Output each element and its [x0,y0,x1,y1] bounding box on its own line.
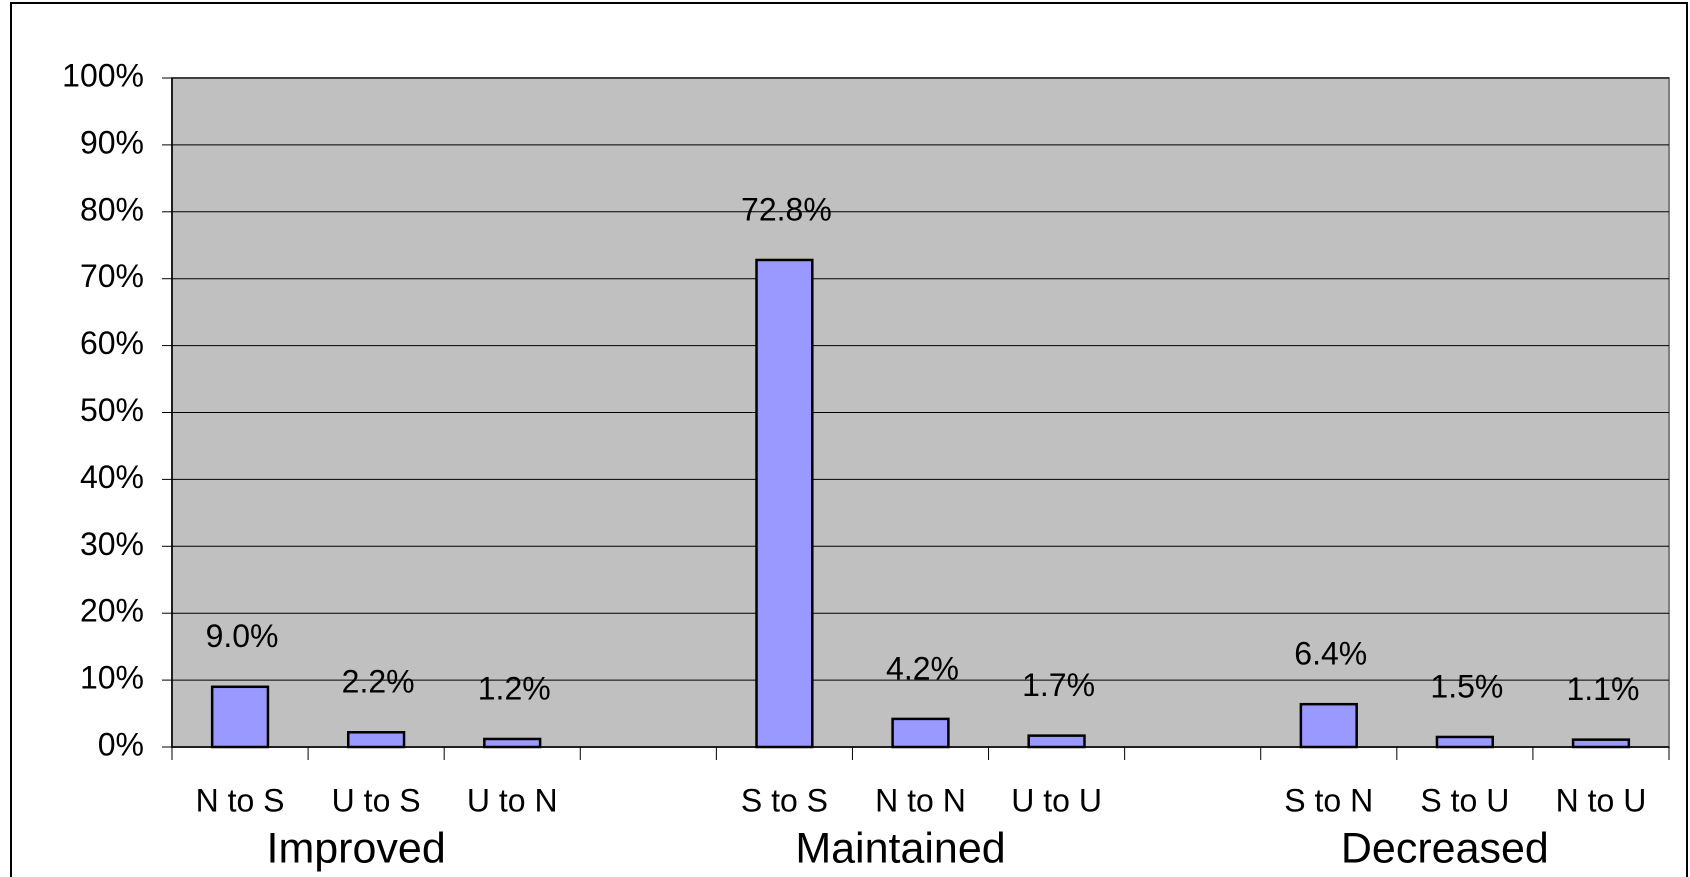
bar [891,717,950,749]
x-tick-label: S to S [741,782,828,818]
bar [210,685,270,749]
y-tick-label: 0% [98,726,144,762]
value-label: 1.1% [1566,671,1639,707]
y-tick-label: 70% [80,258,144,294]
x-tick-label: N to N [875,782,966,818]
value-label: 6.4% [1294,636,1367,672]
value-label: 72.8% [741,191,832,227]
value-label: 4.2% [886,650,959,686]
group-label: Decreased [1341,824,1549,872]
bar [755,258,814,749]
y-tick-label: 50% [80,392,144,428]
bar [1435,735,1495,749]
y-tick-label: 20% [80,593,144,629]
bar [1027,734,1086,749]
value-label: 2.2% [342,664,415,700]
value-label: 1.2% [478,670,551,706]
x-tick-label: U to S [332,782,421,818]
bar [1299,702,1358,749]
y-tick-label: 100% [62,57,144,93]
x-tick-label: S to U [1420,782,1509,818]
y-tick-label: 10% [80,660,144,696]
group-label: Improved [267,824,446,872]
bar [483,737,542,749]
x-tick-label: S to N [1284,782,1373,818]
y-tick-label: 60% [80,325,144,361]
y-tick-label: 30% [80,526,144,562]
bar [1571,738,1631,749]
value-label: 9.0% [206,618,279,654]
x-tick-label: N to U [1556,782,1647,818]
x-tick-label: U to U [1011,782,1102,818]
value-label: 1.7% [1022,667,1095,703]
x-tick-label: N to S [196,782,285,818]
y-tick-label: 80% [80,191,144,227]
value-label: 1.5% [1430,668,1503,704]
y-tick-label: 40% [80,459,144,495]
y-tick-label: 90% [80,124,144,160]
group-label: Maintained [795,824,1005,872]
bar [346,731,406,749]
x-tick-label: U to N [467,782,558,818]
